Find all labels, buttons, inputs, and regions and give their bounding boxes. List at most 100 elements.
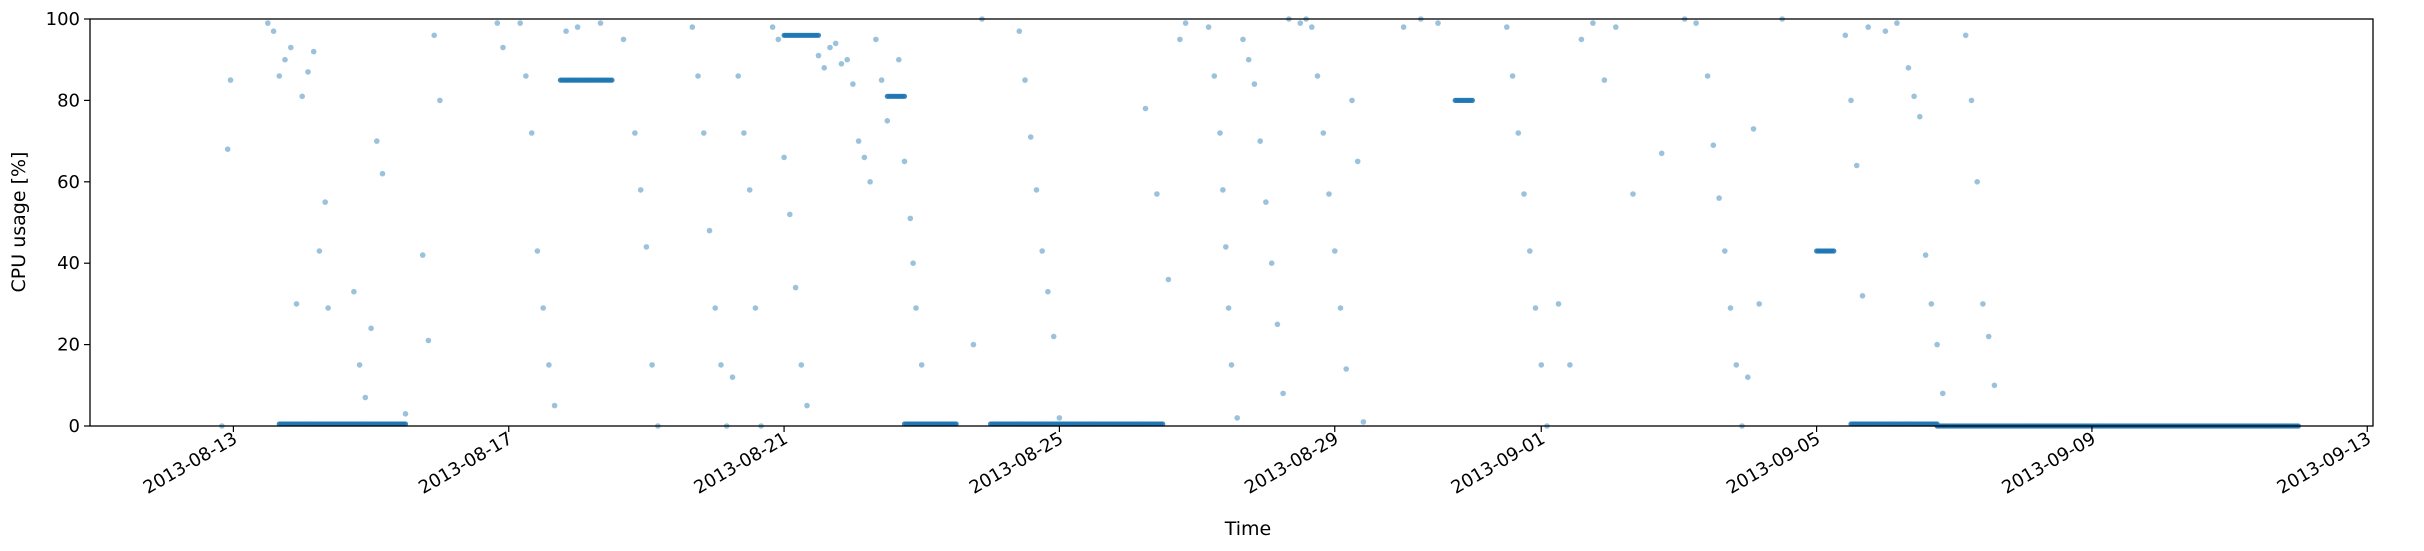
- plot-area-frame: [89, 18, 2374, 427]
- data-point: [637, 187, 644, 193]
- data-point: [1022, 77, 1028, 83]
- data-point: [787, 211, 793, 218]
- data-point: [1911, 93, 1917, 100]
- data-point: [1354, 158, 1361, 165]
- data-point: [310, 48, 317, 55]
- y-tick-label: 0: [69, 416, 80, 437]
- data-point: [792, 284, 799, 291]
- data-point: [299, 93, 306, 100]
- data-point: [1905, 65, 1912, 71]
- data-point: [1630, 191, 1636, 197]
- data-point: [1469, 97, 1475, 103]
- data-point: [1056, 415, 1063, 421]
- data-point: [827, 44, 833, 51]
- data-point: [1985, 333, 1992, 340]
- data-point: [1320, 130, 1327, 136]
- data-point: [832, 40, 839, 47]
- data-point: [1567, 362, 1573, 368]
- data-point: [1882, 28, 1889, 34]
- data-point: [1309, 24, 1315, 30]
- data-point: [1962, 32, 1969, 39]
- data-point: [293, 301, 300, 307]
- y-tick-label: 20: [57, 335, 80, 356]
- y-tick-label: 100: [46, 9, 80, 30]
- data-point: [402, 421, 409, 427]
- data-point: [402, 411, 409, 417]
- data-point: [1991, 382, 1998, 389]
- data-point: [374, 138, 380, 144]
- data-point: [1853, 162, 1860, 169]
- data-point: [1733, 362, 1740, 368]
- data-point: [701, 130, 707, 136]
- data-point: [1332, 248, 1338, 254]
- data-point: [878, 77, 885, 83]
- data-point: [718, 362, 724, 368]
- data-point: [563, 28, 569, 34]
- data-point: [1555, 301, 1562, 307]
- x-axis-title: Time: [1224, 518, 1272, 540]
- data-point: [1223, 244, 1229, 250]
- data-point: [1280, 390, 1286, 397]
- data-point: [729, 374, 736, 381]
- data-point: [741, 130, 747, 136]
- data-point: [844, 56, 850, 63]
- y-axis: 0 20 40 60 80 100: [46, 9, 90, 437]
- data-point: [1716, 195, 1722, 201]
- data-point: [1756, 301, 1762, 307]
- data-point: [1504, 24, 1510, 30]
- data-point: [528, 130, 535, 136]
- data-point: [356, 362, 363, 368]
- data-point: [1326, 191, 1332, 197]
- data-point: [1527, 248, 1533, 254]
- data-point: [1968, 97, 1975, 104]
- data-point: [1578, 36, 1585, 43]
- data-point: [867, 179, 873, 185]
- data-point: [1160, 421, 1166, 427]
- data-point: [1225, 305, 1232, 311]
- data-point: [901, 93, 908, 99]
- data-point: [1217, 130, 1223, 136]
- data-point: [850, 81, 856, 87]
- data-point: [1515, 130, 1522, 136]
- data-point: [437, 97, 443, 104]
- data-point: [265, 20, 271, 26]
- data-point: [270, 28, 277, 34]
- data-point: [1033, 187, 1040, 193]
- data-point: [500, 44, 506, 51]
- data-point: [224, 146, 231, 152]
- data-point: [305, 69, 311, 75]
- data-point: [379, 170, 386, 177]
- data-point: [798, 362, 805, 368]
- data-point: [1590, 20, 1596, 26]
- data-point: [1831, 248, 1837, 254]
- data-point: [1050, 333, 1057, 340]
- data-point: [1980, 301, 1986, 307]
- data-point: [632, 130, 638, 136]
- data-point: [752, 305, 759, 311]
- data-point: [1601, 77, 1608, 83]
- data-point: [1274, 321, 1281, 328]
- data-point: [494, 20, 501, 26]
- data-point: [1400, 24, 1407, 30]
- data-point: [1922, 252, 1929, 258]
- y-axis-title: CPU usage [%]: [8, 152, 30, 293]
- data-point: [1228, 362, 1235, 368]
- data-point: [873, 36, 879, 43]
- data-point: [1234, 415, 1240, 421]
- data-point: [861, 154, 868, 161]
- data-point: [227, 77, 234, 83]
- data-point: [821, 65, 827, 71]
- data-point: [1205, 24, 1212, 30]
- data-point: [1027, 134, 1034, 140]
- data-point: [1211, 73, 1218, 79]
- data-point: [425, 337, 432, 344]
- data-point: [362, 394, 369, 401]
- data-point: [649, 362, 655, 368]
- data-point: [1154, 191, 1160, 197]
- data-point: [1722, 248, 1728, 254]
- data-point: [1974, 179, 1980, 185]
- data-point: [746, 187, 753, 193]
- data-point: [896, 56, 902, 63]
